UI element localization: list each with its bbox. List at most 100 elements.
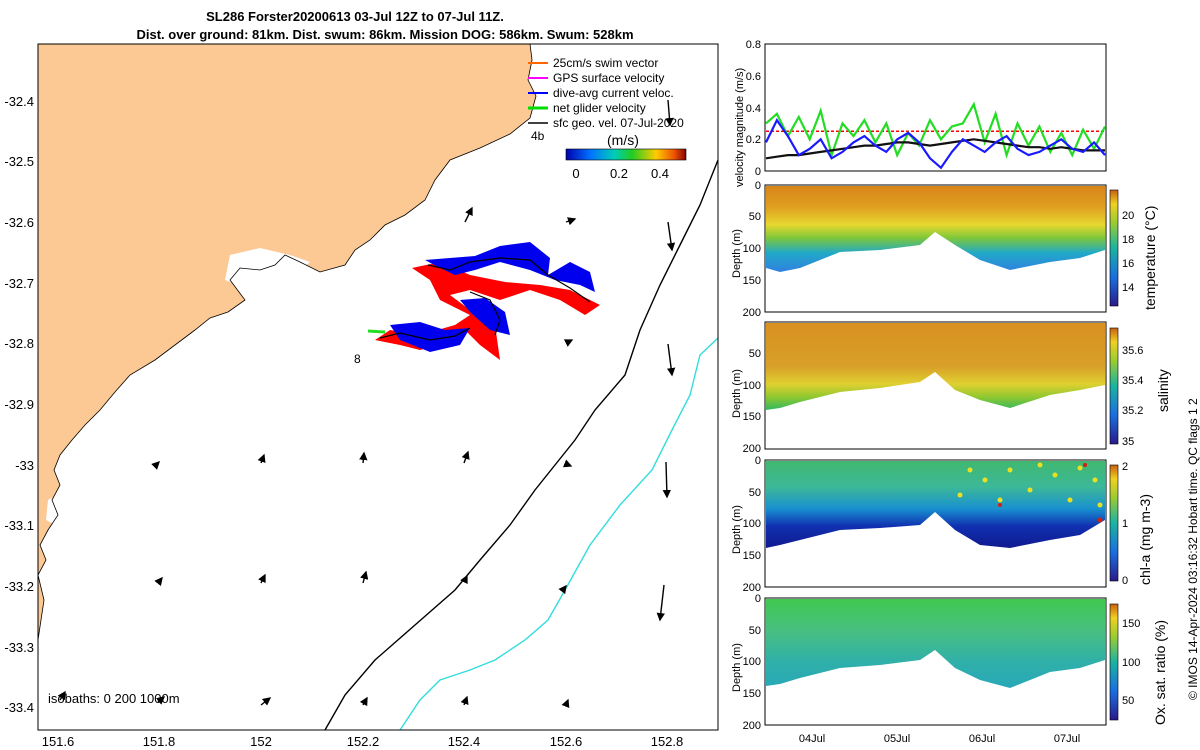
oxygen-field <box>766 599 1105 688</box>
x-tick-label: 152.8 <box>651 734 684 749</box>
y-tick-label: 100 <box>743 380 761 392</box>
map-y-axis: -32.4 -32.5 -32.6 -32.7 -32.8 -32.9 -33 … <box>4 94 34 715</box>
colorbar-tick: 16 <box>1122 258 1134 270</box>
legend-label: 25cm/s swim vector <box>553 56 658 70</box>
salinity-colorbar <box>1109 327 1119 445</box>
coastal-lake <box>225 248 310 288</box>
oxygen-section: 0 50 100 150 200 Depth (m) 50 100 150 Ox… <box>731 593 1168 745</box>
y-tick-label: 0 <box>755 166 761 178</box>
y-tick-label: 0.8 <box>746 39 761 51</box>
legend-label: dive-avg current veloc. <box>553 86 674 100</box>
temperature-colorbar <box>1109 189 1119 307</box>
x-tick-label: 05Jul <box>884 733 910 745</box>
map-title-line2: Dist. over ground: 81km. Dist. swum: 86k… <box>136 27 634 42</box>
velocity-line-sfc-geo-vel-07-jul-2020 <box>765 138 1105 160</box>
colorbar-tick: 50 <box>1122 695 1134 707</box>
x-tick-label: 151.8 <box>143 734 176 749</box>
sfc-geo-velocity-arrows <box>57 99 676 709</box>
track-label-4b: 4b <box>531 129 545 143</box>
chlorophyll-colorbar-label: chl-a (mg m-3) <box>1137 494 1153 585</box>
isobaths-label: isobaths: 0 200 1000m <box>48 691 180 706</box>
isobath-200m <box>324 159 719 731</box>
y-tick-label: -33.2 <box>4 579 34 594</box>
y-tick-label: 150 <box>743 688 761 700</box>
y-tick-label: 150 <box>743 550 761 562</box>
chlorophyll-peak-point <box>1097 517 1103 523</box>
y-tick-label: 50 <box>749 487 761 499</box>
y-tick-label: -33.4 <box>4 700 34 715</box>
map-legend: 25cm/s swim vector GPS surface velocity … <box>528 56 687 181</box>
colorbar-tick: 14 <box>1122 282 1134 294</box>
imos-footer: © IMOS 14-Apr-2024 03:16:32 Hobart time.… <box>1186 398 1200 700</box>
y-tick-label: 200 <box>743 443 761 455</box>
temperature-field <box>766 186 1105 272</box>
y-tick-label: -33.1 <box>4 518 34 533</box>
map-frame <box>37 43 719 731</box>
temperature-y-ticks: 0 50 100 150 200 <box>743 180 761 319</box>
y-tick-label: 200 <box>743 582 761 594</box>
chlorophyll-field <box>766 461 1105 548</box>
temperature-section: 0 50 100 150 200 Depth (m) 14 16 18 20 t… <box>731 180 1158 319</box>
chlorophyll-peak-point <box>998 503 1002 507</box>
y-tick-label: -33 <box>15 458 34 473</box>
colorbar-tick: 20 <box>1122 210 1134 222</box>
legend-label: GPS surface velocity <box>553 71 664 85</box>
y-tick-label: 0 <box>755 593 761 605</box>
chlorophyll-peak-point <box>1083 463 1087 467</box>
y-tick-label: 200 <box>743 307 761 319</box>
colorbar-tick: 0 <box>1122 575 1128 587</box>
y-tick-label: 150 <box>743 411 761 423</box>
colorbar-tick: 0.2 <box>610 166 628 181</box>
colorbar-tick: 150 <box>1122 618 1140 630</box>
oxygen-colorbar <box>1109 603 1119 721</box>
y-tick-label: 150 <box>743 275 761 287</box>
y-tick-label: -32.6 <box>4 215 34 230</box>
track-label-8: 8 <box>354 352 361 366</box>
y-tick-label: 0.4 <box>746 103 761 115</box>
track-path <box>379 257 591 341</box>
y-tick-label: 0.6 <box>746 71 761 83</box>
x-tick-label: 152.2 <box>347 734 380 749</box>
chlorophyll-colorbar <box>1109 464 1119 582</box>
colorbar-tick: 35.2 <box>1122 405 1143 417</box>
y-tick-label: 200 <box>743 720 761 732</box>
salinity-colorbar-label: salinity <box>1155 369 1171 412</box>
map-title-line1: SL286 Forster20200613 03-Jul 12Z to 07-J… <box>206 9 504 24</box>
y-tick-label: 0 <box>755 455 761 467</box>
chlorophyll-section: 0 50 100 150 200 Depth (m) 0 1 2 chl-a (… <box>731 455 1153 594</box>
y-tick-label: -32.8 <box>4 336 34 351</box>
legend-label: sfc geo. vel. 07-Jul-2020 <box>553 116 684 130</box>
net-glider-velocity-arrow <box>367 329 386 334</box>
depth-label: Depth (m) <box>731 505 743 554</box>
colorbar-title: (m/s) <box>607 132 639 148</box>
velocity-series <box>765 101 1106 170</box>
y-tick-label: 50 <box>749 625 761 637</box>
y-tick-label: 100 <box>743 243 761 255</box>
salinity-field <box>766 323 1105 410</box>
speed-colorbar <box>565 148 687 161</box>
colorbar-tick: 1 <box>1122 518 1128 530</box>
y-tick-label: -32.9 <box>4 397 34 412</box>
y-tick-label: -32.4 <box>4 94 34 109</box>
colorbar-tick: 100 <box>1122 657 1140 669</box>
velocity-y-ticks: 0 0.2 0.4 0.6 0.8 <box>746 39 761 178</box>
y-tick-label: 0.2 <box>746 134 761 146</box>
colorbar-tick: 2 <box>1122 461 1128 473</box>
oxygen-colorbar-label: Ox. sat. ratio (%) <box>1152 620 1168 725</box>
y-tick-label: -32.7 <box>4 276 34 291</box>
velocity-chart: 0 0.2 0.4 0.6 0.8 velocity magnitude (m/… <box>734 39 1107 187</box>
x-tick-label: 152.6 <box>550 734 583 749</box>
glider-track <box>367 242 600 360</box>
x-tick-label: 04Jul <box>799 733 825 745</box>
velocity-line-dive-avg-current-veloc- <box>765 118 1106 170</box>
x-tick-label: 06Jul <box>969 733 995 745</box>
colorbar-tick: 0 <box>572 166 579 181</box>
x-tick-label: 151.6 <box>42 734 75 749</box>
y-tick-label: 50 <box>749 211 761 223</box>
x-tick-label: 07Jul <box>1054 733 1080 745</box>
salinity-section: 50 100 150 200 Depth (m) 35 35.2 35.4 35… <box>731 321 1171 455</box>
coastal-lake <box>60 450 78 478</box>
colorbar-tick: 35 <box>1122 436 1134 448</box>
velocity-ylabel: velocity magnitude (m/s) <box>734 68 746 187</box>
y-tick-label: -32.5 <box>4 154 34 169</box>
